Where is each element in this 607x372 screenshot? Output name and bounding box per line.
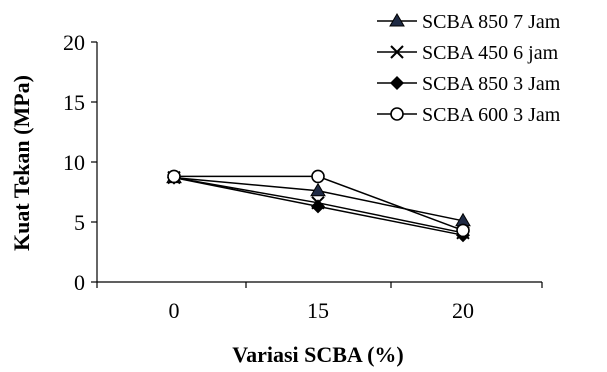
legend: SCBA 850 7 Jam SCBA 450 6 jam SCBA 850 3 J… xyxy=(377,11,561,126)
x-tick-label: 15 xyxy=(307,298,329,323)
legend-label: SCBA 850 3 Jam xyxy=(422,73,561,95)
legend-label: SCBA 600 3 Jam xyxy=(422,104,561,126)
data-point xyxy=(311,199,325,214)
y-axis-ticks: 0 5 10 15 20 xyxy=(63,30,97,295)
y-tick-label: 20 xyxy=(63,30,85,55)
legend-label: SCBA 850 7 Jam xyxy=(422,11,561,33)
y-tick-label: 5 xyxy=(74,210,85,235)
legend-item: SCBA 850 7 Jam xyxy=(377,11,561,33)
legend-marker xyxy=(389,13,405,27)
legend-marker xyxy=(390,107,404,121)
series-circle-open xyxy=(167,169,470,238)
legend-marker xyxy=(390,76,404,90)
legend-item: SCBA 600 3 Jam xyxy=(377,104,561,126)
x-tick-label: 0 xyxy=(169,298,180,323)
plot-area xyxy=(166,169,471,243)
legend-label: SCBA 450 6 jam xyxy=(422,42,559,64)
y-tick-label: 15 xyxy=(63,90,85,115)
x-axis-ticks: 0 15 20 xyxy=(96,282,543,323)
legend-item: SCBA 450 6 jam xyxy=(377,42,559,64)
x-axis-title: Variasi SCBA (%) xyxy=(232,342,404,367)
legend-item: SCBA 850 3 Jam xyxy=(377,73,561,95)
data-point xyxy=(456,223,470,238)
y-tick-label: 10 xyxy=(63,150,85,175)
x-axis: 0 15 20 xyxy=(96,281,543,323)
data-point xyxy=(167,169,181,184)
legend-marker xyxy=(390,45,404,59)
data-point xyxy=(311,169,325,184)
y-axis-title: Kuat Tekan (MPa) xyxy=(9,75,34,251)
y-axis: 0 5 10 15 20 xyxy=(63,30,98,295)
x-tick-label: 20 xyxy=(452,298,474,323)
data-point xyxy=(310,182,326,197)
y-tick-label: 0 xyxy=(74,270,85,295)
